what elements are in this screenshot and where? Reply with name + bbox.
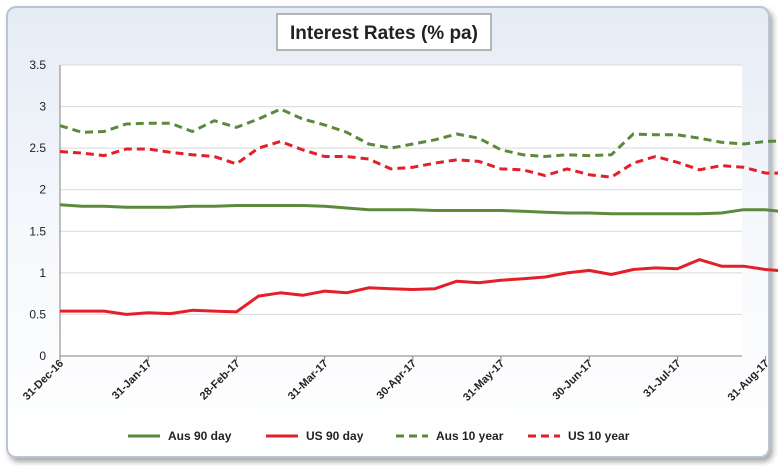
series-line-us-90-day: [60, 258, 778, 316]
series-line-aus-10-year: [59, 107, 778, 158]
y-tick-label: 0: [39, 349, 46, 363]
chart-title: Interest Rates (% pa): [290, 23, 478, 44]
x-tick-label: 30-Jun-17: [551, 358, 596, 403]
legend-label: Aus 90 day: [168, 429, 232, 443]
legend-label: Aus 10 year: [436, 429, 504, 443]
x-tick-label: 31-Dec-16: [21, 358, 66, 403]
y-tick-label: 1.5: [29, 224, 46, 238]
y-tick-label: 3: [39, 100, 46, 114]
y-tick-label: 1: [39, 266, 46, 280]
legend-label: US 90 day: [306, 429, 364, 443]
y-tick-label: 2: [39, 183, 46, 197]
y-tick-label: 0.5: [29, 307, 46, 321]
series-line-aus-90-day: [59, 203, 778, 216]
x-tick-label: 30-Apr-17: [375, 358, 419, 402]
x-tick-label: 31-Jul-17: [641, 358, 683, 400]
x-tick-label: 31-Jan-17: [110, 358, 154, 402]
x-tick-label: 28-Feb-17: [198, 358, 243, 403]
x-tick-label: 31-Aug-17: [726, 358, 772, 404]
series-line-us-10-year: [59, 140, 778, 179]
y-tick-label: 3.5: [29, 58, 46, 72]
x-tick-label: 31-May-17: [461, 358, 507, 404]
x-tick-label: 31-Mar-17: [286, 358, 331, 403]
legend-label: US 10 year: [568, 429, 630, 443]
y-tick-label: 2.5: [29, 141, 46, 155]
chart-title-box: [276, 13, 492, 51]
